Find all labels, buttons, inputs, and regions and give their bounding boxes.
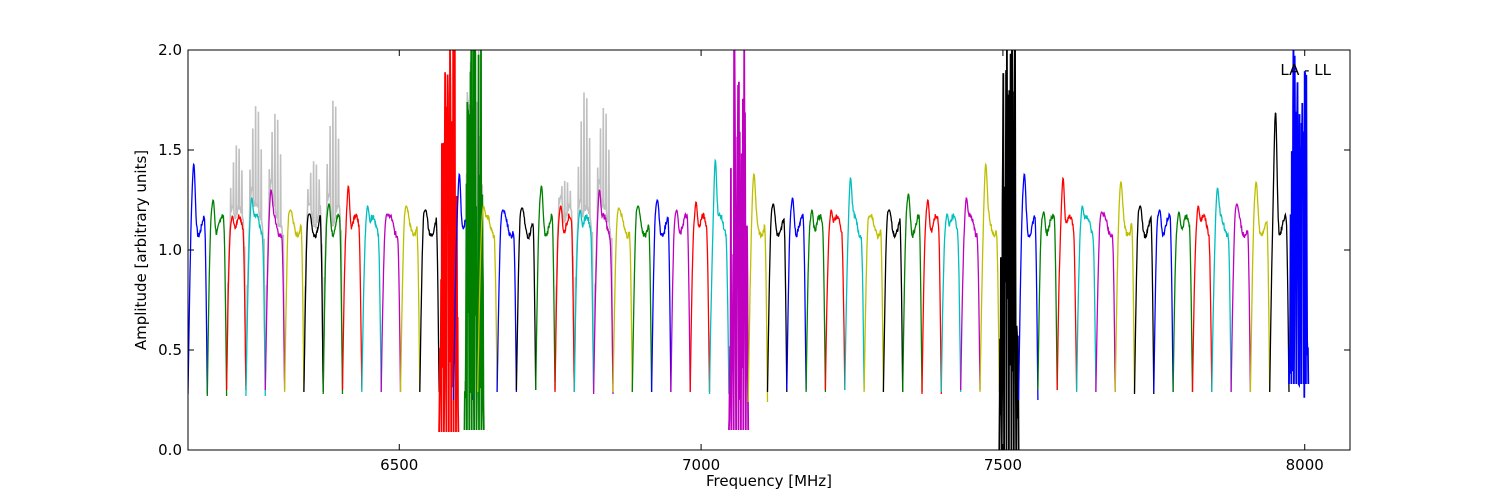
channel-series-line (902, 193, 923, 393)
channel-series-line (188, 162, 208, 395)
channel-series-line (979, 162, 1000, 393)
y-axis-label: Amplitude [arbitrary units] (132, 150, 150, 350)
channel-series-line (805, 209, 827, 393)
y-tick-label: 0.0 (158, 441, 182, 459)
x-tick-label: 8000 (1286, 456, 1324, 474)
channel-series-line (419, 209, 440, 393)
channel-series-line (206, 199, 228, 397)
channel-series-line (747, 172, 769, 403)
channel-series-line (1075, 205, 1097, 393)
channel-series-line (361, 205, 382, 393)
channel-series-line (863, 213, 885, 393)
channel-series-line (573, 209, 595, 393)
channel-series-line (1056, 176, 1078, 391)
y-tick-label: 0.5 (158, 341, 182, 359)
x-axis-label: Frequency [MHz] (706, 472, 832, 490)
channel-series-line (882, 209, 904, 393)
flagged-series-line (554, 180, 576, 383)
channel-series-line (1017, 172, 1039, 401)
channel-series-line (535, 185, 556, 391)
channel-series-line (1114, 181, 1136, 393)
channel-series-line (477, 205, 498, 393)
channel-series-line (515, 207, 537, 391)
channel-series-line (496, 209, 518, 393)
y-tick-label: 1.5 (158, 141, 182, 159)
channel-series-line (1095, 211, 1116, 393)
channel-series-line (1153, 209, 1174, 393)
channel-series-line (1288, 50, 1310, 398)
channel-series-line (998, 50, 1020, 450)
channel-series-line (438, 50, 460, 433)
channel-series-line (1191, 205, 1213, 393)
channel-series-line (631, 205, 653, 393)
channel-series-line (670, 209, 691, 393)
channel-series-line (341, 184, 363, 391)
channel-series-line (612, 207, 633, 393)
channel-series-line (303, 213, 324, 393)
x-tick-label: 6500 (380, 456, 418, 474)
flagged-series-line (303, 161, 324, 383)
channel-series-line (960, 197, 981, 391)
channel-series-line (380, 213, 402, 393)
axis-ticks: 6500 7000 7500 8000 0.0 0.5 1.0 1.5 2.0 (158, 41, 1350, 474)
channel-series-line (463, 50, 485, 431)
channel-series-line (766, 203, 788, 393)
channel-series-line (283, 209, 305, 393)
panel-annotation: LA - LL (1280, 61, 1331, 79)
channel-series-line (940, 213, 962, 393)
channel-series-line (1037, 211, 1058, 391)
channel-series-line (322, 203, 344, 395)
channel-series-line (728, 50, 750, 431)
channel-series-line (399, 205, 421, 393)
channel-series-line (689, 201, 711, 393)
y-tick-label: 1.0 (158, 241, 182, 259)
channel-series-line (1133, 205, 1155, 395)
channel-series-layer (188, 50, 1310, 450)
y-tick-label: 2.0 (158, 41, 182, 59)
channel-series-line (1230, 203, 1252, 393)
channel-series-line (1269, 112, 1290, 393)
channel-series-line (1172, 211, 1194, 393)
channel-series-line (1249, 181, 1271, 393)
channel-series-line (844, 176, 865, 391)
channel-series-line (1211, 187, 1232, 393)
flagged-series-line (322, 100, 344, 385)
channel-series-line (554, 205, 575, 393)
x-tick-label: 7500 (984, 456, 1022, 474)
channel-series-line (264, 189, 286, 391)
channel-series-line (592, 189, 614, 395)
channel-series-line (921, 199, 942, 395)
x-tick-label: 7000 (682, 456, 720, 474)
channel-series-line (824, 209, 846, 391)
channel-series-line (786, 197, 807, 391)
channel-series-line (650, 198, 672, 393)
channel-series-line (245, 197, 266, 397)
channel-series-line (708, 158, 730, 395)
channel-series-line (225, 214, 247, 391)
